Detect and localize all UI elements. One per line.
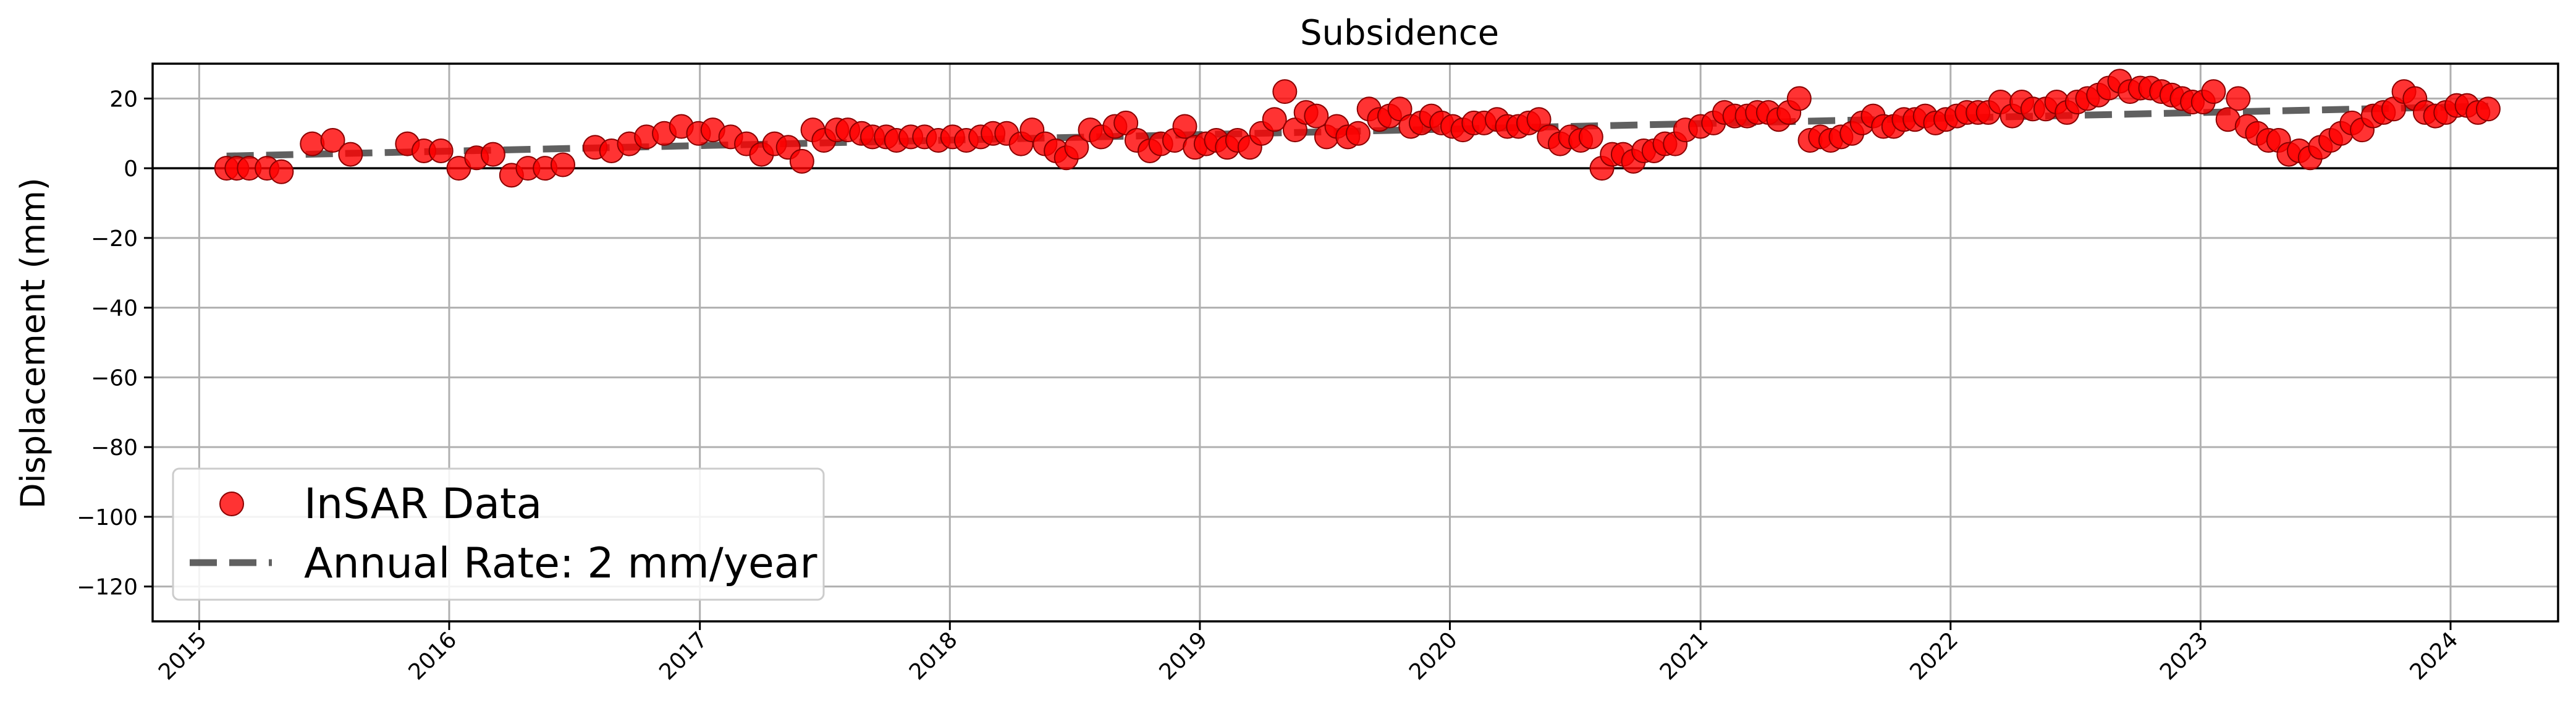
data-point — [338, 142, 363, 167]
data-point — [1578, 124, 1603, 150]
y-tick-label: −120 — [77, 575, 138, 600]
legend: InSAR Data Annual Rate: 2 mm/year — [172, 467, 825, 601]
legend-label-insar: InSAR Data — [304, 480, 542, 529]
data-point — [2475, 96, 2501, 122]
data-point — [300, 131, 325, 156]
data-point — [1172, 114, 1197, 139]
y-axis-ticks: 20 0 −20 −40 −60 −80 −100 −120 — [77, 87, 153, 600]
legend-label-trend: Annual Rate: 2 mm/year — [304, 539, 817, 588]
legend-box — [172, 467, 825, 601]
data-point — [2226, 86, 2251, 111]
data-point — [480, 142, 505, 167]
y-tick-label: −100 — [77, 505, 138, 530]
data-point — [1345, 121, 1370, 146]
data-point — [1304, 103, 1329, 129]
chart-title: Subsidence — [1300, 13, 1499, 53]
y-tick-label: 0 — [124, 156, 138, 182]
data-point — [1786, 86, 1812, 111]
data-point — [428, 138, 454, 163]
y-tick-label: −80 — [91, 435, 138, 461]
data-points-layer — [214, 69, 2501, 188]
data-point — [1262, 107, 1287, 132]
legend-marker-insar — [219, 492, 244, 516]
y-axis-label: Displacement (mm) — [14, 177, 53, 509]
y-tick-label: 20 — [109, 87, 138, 112]
y-tick-label: −40 — [91, 296, 138, 322]
data-point — [1064, 135, 1089, 160]
plot-frame — [151, 62, 2559, 623]
data-point — [320, 128, 345, 153]
y-tick-label: −60 — [91, 365, 138, 391]
data-point — [269, 159, 294, 184]
data-point — [1272, 79, 1298, 104]
data-point — [550, 152, 575, 177]
data-point — [2201, 79, 2226, 104]
data-point — [789, 148, 814, 174]
y-tick-label: −20 — [91, 226, 138, 252]
